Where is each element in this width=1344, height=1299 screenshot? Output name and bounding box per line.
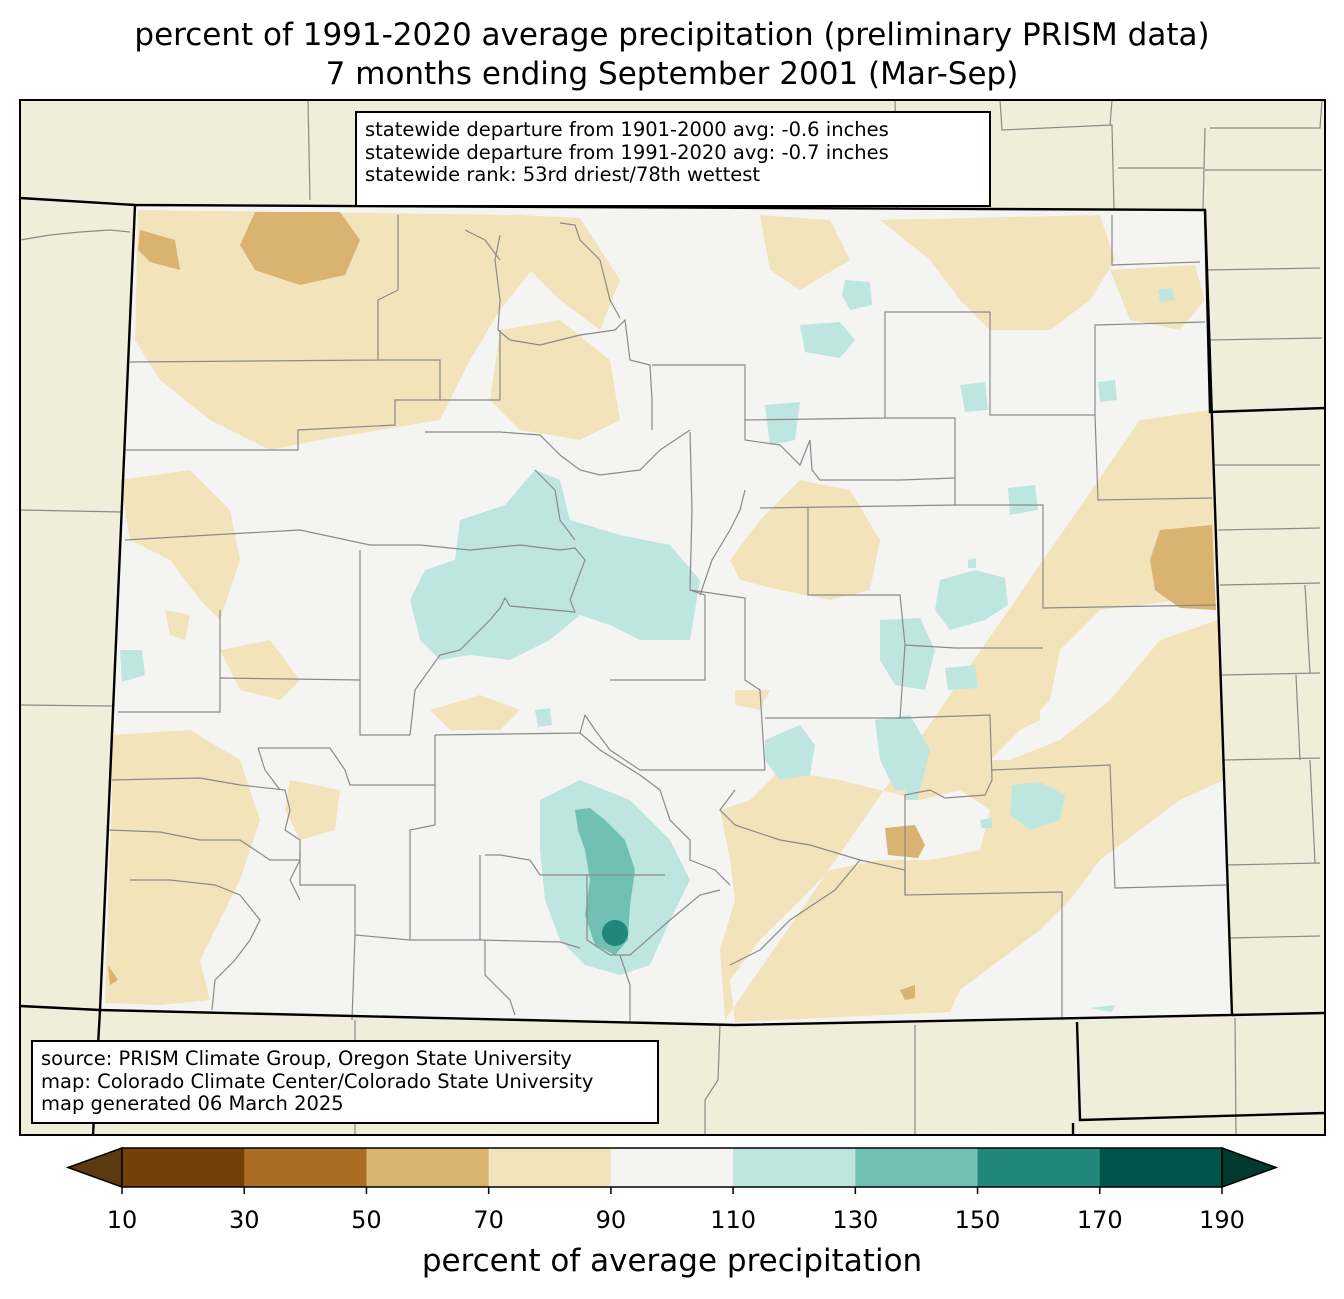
- county-lines: [107, 215, 1227, 1022]
- colorbar-tick-label: 10: [106, 1206, 138, 1234]
- colorbar-tick-label: 110: [710, 1206, 757, 1234]
- colorbar-swatch: [122, 1148, 245, 1187]
- colorbar-tick-label: 170: [1076, 1206, 1123, 1234]
- precip-50-70: [108, 212, 1216, 1000]
- precip-150-170: [602, 920, 628, 946]
- neighbor-county-lines: [19, 99, 1323, 1136]
- colorbar-swatch: [733, 1148, 856, 1187]
- precip-130-150: [575, 808, 635, 955]
- source-credits-box: source: PRISM Climate Group, Oregon Stat…: [31, 1040, 659, 1124]
- colorbar: [65, 1146, 1279, 1194]
- colorbar-over-arrow: [1221, 1146, 1279, 1189]
- colorbar-tick-label: 70: [473, 1206, 504, 1234]
- state-borders: [19, 196, 1326, 1136]
- colorbar-swatch: [610, 1148, 734, 1187]
- map-frame: [19, 99, 1326, 1136]
- stats-line-1: statewide departure from 1901-2000 avg: …: [365, 118, 889, 141]
- colorbar-swatch: [488, 1148, 612, 1187]
- source-line-1: source: PRISM Climate Group, Oregon Stat…: [41, 1047, 572, 1070]
- colorbar-label: percent of average precipitation: [421, 1243, 923, 1279]
- colorbar-tick-label: 30: [228, 1206, 260, 1234]
- colorbar-tick-label: 50: [351, 1206, 382, 1234]
- source-line-3: map generated 06 March 2025: [41, 1092, 344, 1115]
- colorbar-swatch: [244, 1148, 367, 1187]
- colorbar-tick-label: 150: [954, 1206, 1001, 1234]
- colorbar-tick-label: 190: [1199, 1206, 1245, 1234]
- colorbar-swatch: [855, 1148, 979, 1187]
- colorbar-swatch: [366, 1148, 490, 1187]
- colorbar-tick-label: 130: [832, 1206, 879, 1234]
- source-line-2: map: Colorado Climate Center/Colorado St…: [41, 1069, 594, 1093]
- colorbar-outline: [121, 1147, 1223, 1188]
- stats-line-2: statewide departure from 1991-2020 avg: …: [365, 140, 889, 164]
- stats-line-3: statewide rank: 53rd driest/78th wettest: [365, 163, 761, 186]
- colorbar-tick-label: 90: [595, 1206, 627, 1234]
- map-title: percent of 1991-2020 average precipitati…: [134, 17, 1210, 53]
- colorbar-swatch: [977, 1148, 1101, 1187]
- statewide-stats-box: statewide departure from 1901-2000 avg: …: [355, 111, 991, 207]
- colorbar-swatch: [1099, 1148, 1223, 1187]
- colorbar-under-arrow: [65, 1146, 123, 1189]
- map-subtitle: 7 months ending September 2001 (Mar-Sep): [325, 56, 1019, 92]
